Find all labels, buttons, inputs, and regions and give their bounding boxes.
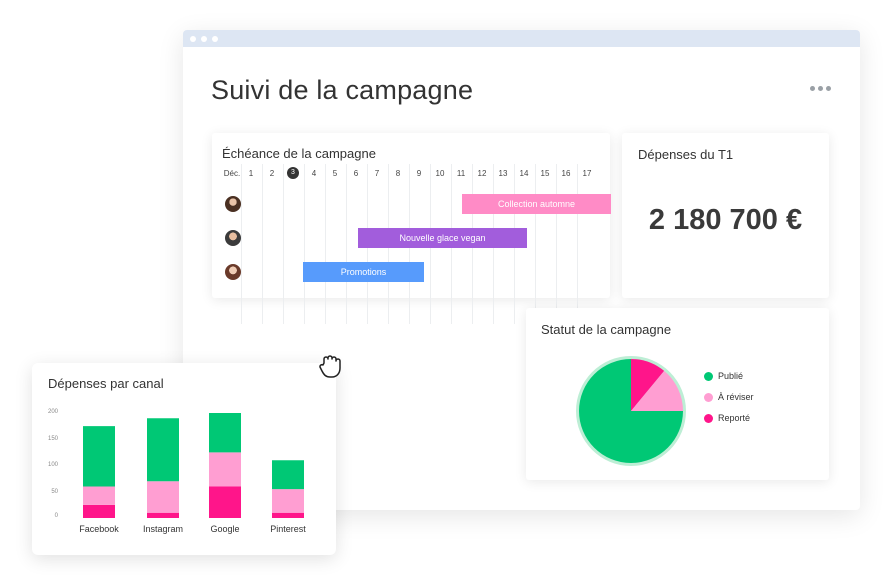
window-titlebar [183,30,860,47]
bar-segment [272,489,304,513]
timeline-day-label: 13 [498,169,508,178]
timeline-day-label: 7 [374,169,380,178]
legend-item: À réviser [704,392,754,402]
channel-bar-chart [83,413,304,518]
timeline-day-label: 15 [540,169,550,178]
timeline-grid-line [304,164,305,324]
timeline-grid-line [262,164,263,324]
status-pie-chart [576,356,686,466]
bar-segment [83,504,115,518]
timeline-bar[interactable]: Promotions [303,262,424,282]
bar-segment [83,486,115,505]
channel-title: Dépenses par canal [48,376,164,391]
avatar [225,264,241,280]
x-axis-label: Google [210,524,240,534]
legend-label: Publié [718,371,744,381]
bar-segment [147,418,179,482]
timeline-day-label: 9 [416,169,422,178]
timeline-day-label: 5 [332,169,338,178]
legend-item: Reporté [704,413,751,423]
window-dot-icon [212,36,218,42]
x-axis-label: Instagram [142,524,184,534]
timeline-day-label: 14 [519,169,529,178]
avatar [225,196,241,212]
window-dot-icon [201,36,207,42]
y-tick-label: 200 [47,409,58,415]
timeline-today-badge: 3 [287,167,299,179]
timeline-day-label: 8 [395,169,401,178]
timeline-grid-line [577,164,578,324]
timeline-grid-line [325,164,326,324]
timeline-day-label: 6 [353,169,359,178]
channel-chart-widget: Dépenses par canal 200 150 100 50 0 Face… [32,363,336,555]
x-axis-label: Pinterest [270,524,306,534]
bar-segment [272,460,304,490]
spend-title: Dépenses du T1 [638,147,734,162]
grab-hand-icon [319,355,341,378]
pie-slice [631,359,665,411]
avatar [225,230,241,246]
timeline-day-label: 11 [456,169,466,178]
pie-slice [631,370,683,411]
timeline-bar[interactable]: Nouvelle glace vegan [358,228,527,248]
status-title: Statut de la campagne [541,322,672,337]
legend-label: À réviser [718,392,754,402]
more-options-icon[interactable] [810,86,832,92]
bar-segment [83,426,115,487]
bar-segment [209,452,241,487]
timeline-day-label: 12 [477,169,487,178]
timeline-grid-line [241,164,242,324]
spend-amount: 2 180 700 € [648,204,803,236]
bar-segment [147,481,179,513]
bar-segment [272,512,304,518]
timeline-day-label: 16 [561,169,571,178]
timeline-day-label: 10 [435,169,445,178]
bar-segment [209,413,241,453]
timeline-grid-line [346,164,347,324]
timeline-day-label: 17 [582,169,592,178]
timeline-bar[interactable]: Collection automne [462,194,611,214]
timeline-title: Échéance de la campagne [222,146,376,161]
bar-segment [147,512,179,518]
y-tick-label: 150 [47,436,58,442]
window-dot-icon [190,36,196,42]
timeline-grid-line [535,164,536,324]
page-title: Suivi de la campagne [211,75,474,105]
y-tick-label: 100 [47,462,58,468]
timeline-day-label: 1 [248,169,254,178]
timeline-month-label: Déc. [223,169,241,178]
timeline-grid-line [556,164,557,324]
x-axis-label: Facebook [79,524,119,534]
timeline-day-label: 4 [311,169,317,178]
spend-widget: Dépenses du T1 2 180 700 € [622,133,829,298]
bar-segment [209,486,241,518]
legend-item: Publié [704,371,744,381]
timeline-widget: Échéance de la campagne Déc. 1 2 3 4 5 6 7 8 9 10… [212,133,611,324]
status-widget: Statut de la campagne Publié À réviser R… [526,308,829,480]
timeline-grid-line [283,164,284,324]
legend-label: Reporté [718,413,751,423]
timeline-day-label: 2 [269,169,275,178]
y-tick-label: 50 [51,489,58,495]
pie-slice [579,359,683,463]
y-tick-label: 0 [54,513,58,519]
